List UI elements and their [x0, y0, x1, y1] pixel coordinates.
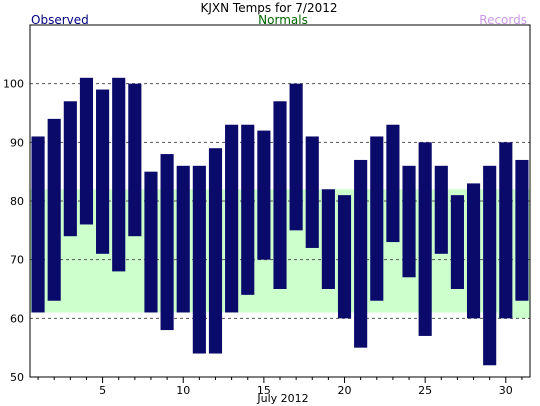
x-axis-label: July 2012 — [256, 392, 308, 405]
observed-bar-day-31 — [515, 159, 529, 301]
x-tick-label-30: 30 — [499, 384, 513, 397]
x-tick-label-20: 20 — [338, 384, 352, 397]
observed-bar-day-18 — [305, 136, 319, 248]
observed-bar-day-23 — [386, 124, 400, 243]
y-tick-label-80: 80 — [10, 195, 24, 208]
observed-bar-day-14 — [241, 124, 255, 295]
observed-bar-day-9 — [160, 154, 174, 331]
y-tick-label-90: 90 — [10, 136, 24, 149]
observed-bars — [31, 77, 529, 366]
chart-title: KJXN Temps for 7/2012 — [201, 1, 338, 15]
observed-bar-day-10 — [176, 165, 190, 313]
y-tick-label-100: 100 — [3, 78, 24, 91]
observed-bar-day-22 — [370, 136, 384, 301]
observed-bar-day-5 — [96, 89, 110, 254]
observed-bar-day-19 — [321, 189, 335, 289]
x-tick-label-15: 15 — [257, 384, 271, 397]
observed-bar-day-7 — [128, 83, 142, 237]
observed-bar-day-28 — [466, 183, 481, 319]
observed-bar-day-6 — [112, 77, 126, 272]
observed-bar-day-30 — [499, 142, 513, 319]
legend-records: Records — [479, 13, 527, 27]
observed-bar-day-12 — [208, 148, 223, 354]
observed-bar-day-2 — [47, 118, 61, 301]
observed-bar-day-17 — [289, 83, 303, 231]
observed-bar-day-3 — [63, 101, 77, 237]
observed-bar-day-13 — [225, 124, 239, 313]
x-tick-label-10: 10 — [176, 384, 190, 397]
observed-bar-day-15 — [257, 130, 271, 260]
observed-bar-day-25 — [418, 142, 432, 336]
observed-bar-day-11 — [192, 165, 206, 354]
observed-bar-day-27 — [450, 195, 464, 289]
observed-bar-day-29 — [483, 165, 497, 366]
legend-observed: Observed — [31, 13, 89, 27]
observed-bar-day-21 — [354, 159, 368, 348]
x-tick-label-25: 25 — [418, 384, 432, 397]
y-tick-label-60: 60 — [10, 312, 24, 325]
legend-normals: Normals — [258, 13, 308, 27]
observed-bar-day-20 — [337, 195, 352, 319]
axes: 50 60 70 80 90 100 5 10 15 20 25 30 — [3, 24, 531, 397]
observed-bar-day-1 — [31, 136, 45, 313]
y-tick-label-70: 70 — [10, 254, 24, 267]
y-tick-label-50: 50 — [10, 371, 24, 384]
observed-bar-day-8 — [144, 171, 158, 313]
observed-bar-day-4 — [79, 77, 94, 225]
observed-bar-day-26 — [434, 165, 448, 254]
x-tick-label-5: 5 — [99, 384, 106, 397]
observed-bar-day-24 — [402, 165, 416, 278]
observed-bar-day-16 — [273, 101, 287, 290]
